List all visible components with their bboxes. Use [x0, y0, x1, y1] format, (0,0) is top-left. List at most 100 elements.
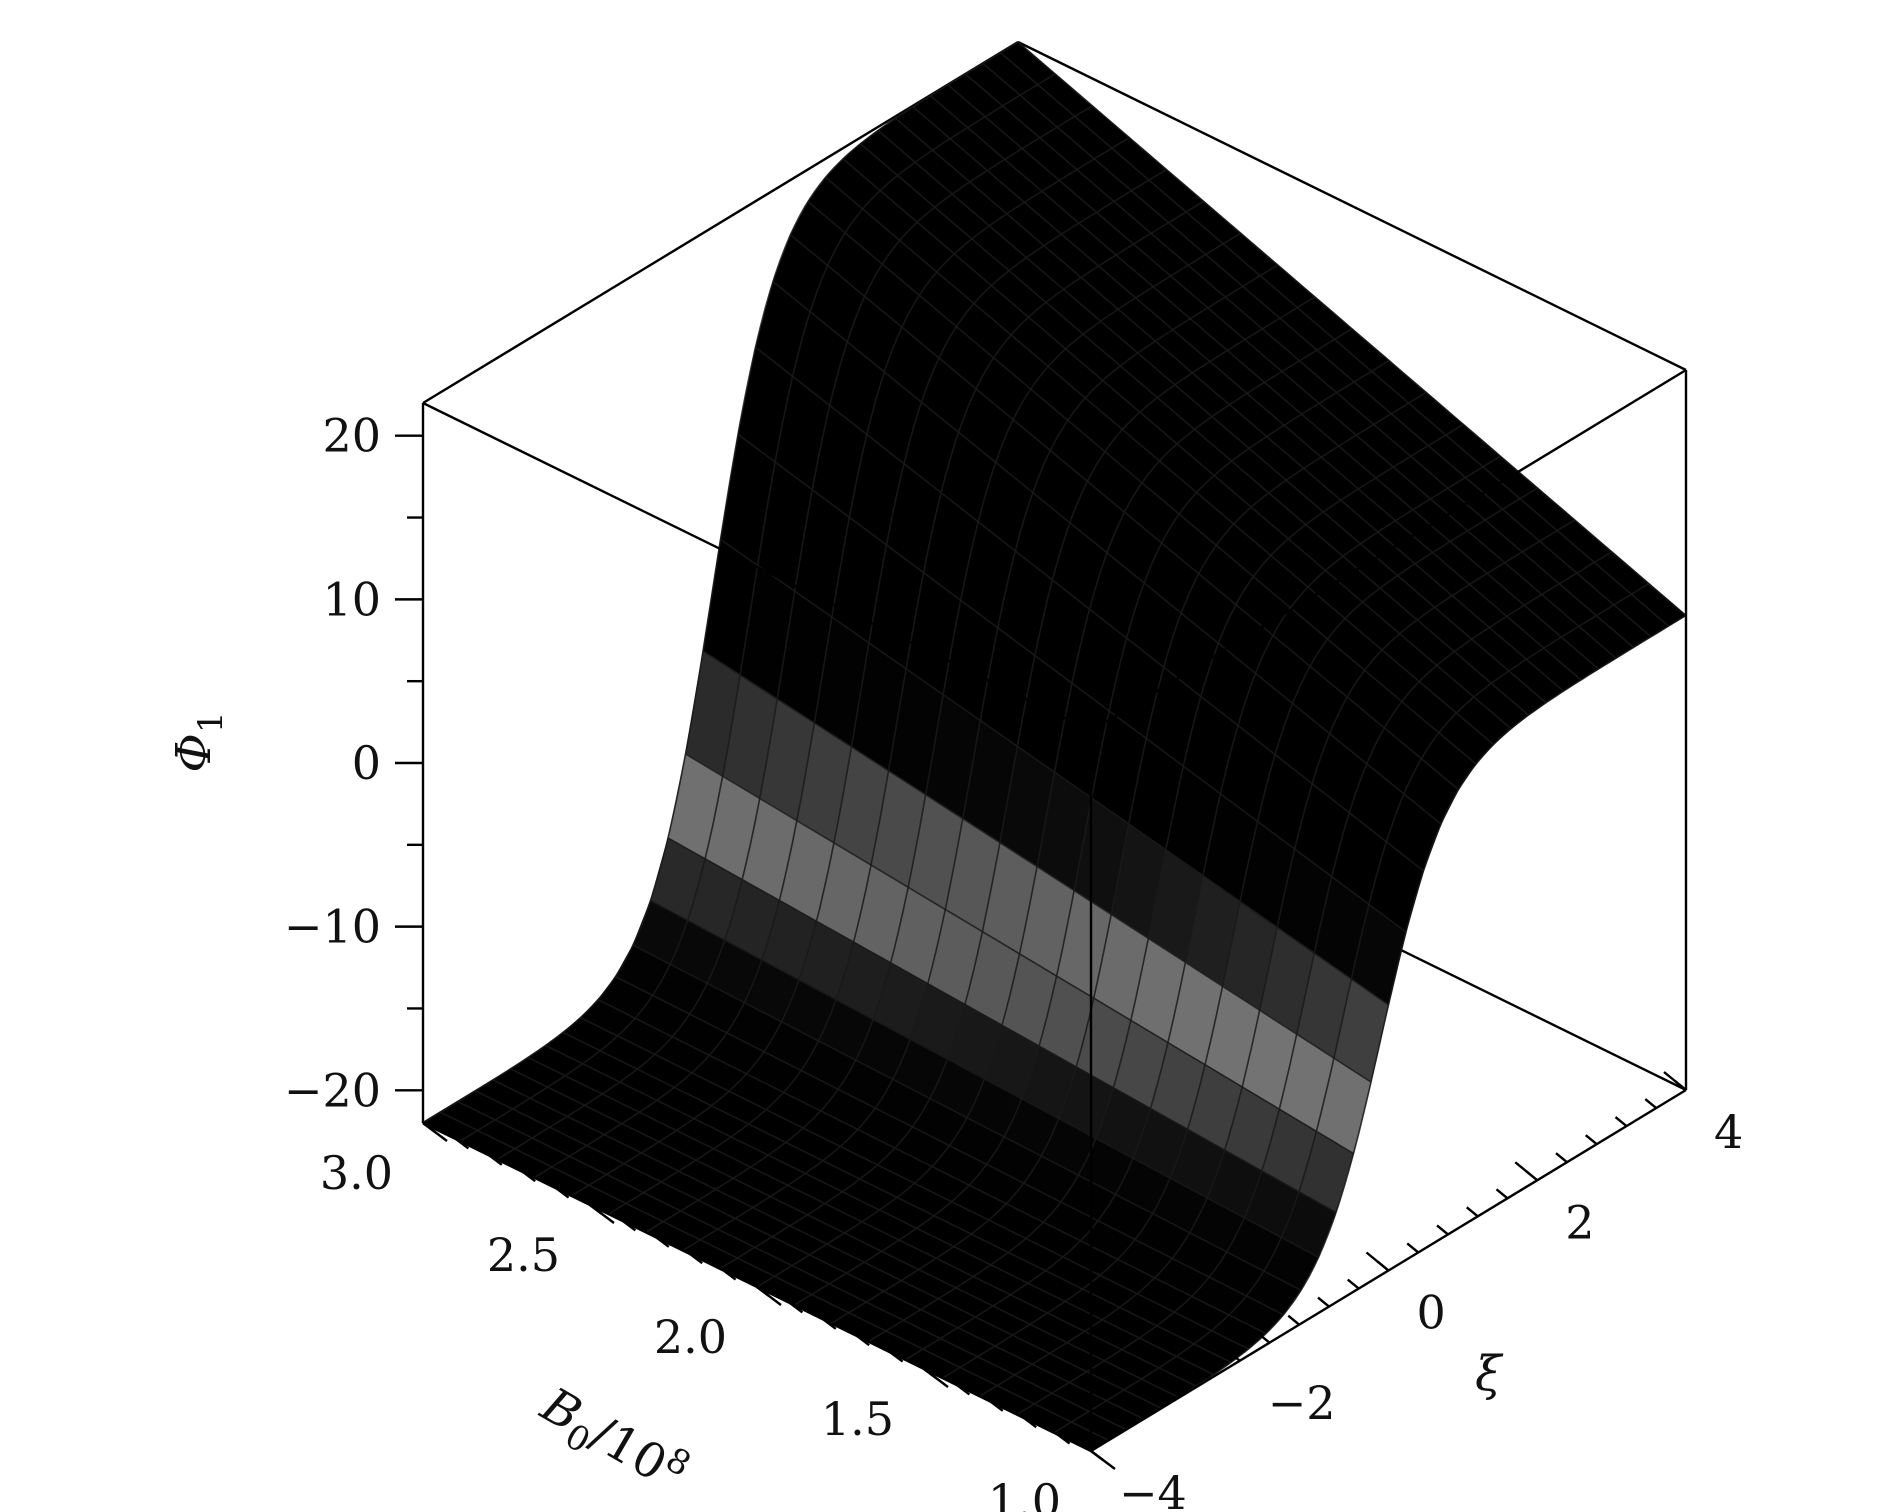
b-minor-tick [990, 1400, 1004, 1412]
b-minor-tick [923, 1368, 937, 1379]
grid-line-constant-xi [562, 1031, 1232, 1364]
grid-line-constant-xi [894, 117, 1565, 692]
z-tick-label: 10 [322, 572, 381, 626]
xi-tick-label: 0 [1417, 1286, 1446, 1340]
xi-minor-tick [1168, 1386, 1182, 1398]
b-minor-tick [789, 1302, 804, 1314]
grid-line-constant-xi [964, 73, 1635, 649]
xi-minor-tick [1644, 1098, 1658, 1109]
grid-line-constant-xi [457, 1100, 1127, 1431]
grid-line-constant-xi [755, 346, 1424, 872]
grid-line-constant-xi [807, 200, 1477, 765]
b-minor-tick [1056, 1433, 1071, 1445]
xi-tick-label: −4 [1119, 1466, 1187, 1512]
xi-axis-title: ξ [1475, 1346, 1504, 1402]
b-minor-tick [489, 1154, 503, 1166]
grid-line-constant-xi [510, 1068, 1179, 1398]
b-minor-tick [522, 1171, 536, 1183]
grid-line-constant-xi [667, 837, 1337, 1214]
z-axis-title-subscript: 1 [191, 712, 231, 734]
b-tick-label: 1.0 [988, 1474, 1061, 1512]
surface-mesh [422, 41, 1687, 1452]
xi-tick-label: −2 [1268, 1376, 1336, 1430]
xi-minor-tick [1674, 1080, 1687, 1091]
xi-minor-tick [1495, 1188, 1509, 1200]
z-tick-label: −20 [284, 1063, 381, 1117]
grid-line-constant-xi [772, 280, 1442, 825]
grid-line-constant-xi [492, 1079, 1162, 1409]
b-minor-tick [722, 1269, 737, 1281]
box-edge [1090, 368, 1687, 733]
grid-line-constant-xi [702, 650, 1372, 1083]
xi-minor-tick [1227, 1350, 1241, 1362]
b-minor-tick [856, 1335, 870, 1347]
xi-minor-tick [1257, 1332, 1271, 1344]
z-tick-label: 20 [322, 409, 381, 463]
xi-minor-tick [1079, 1441, 1092, 1452]
b-tick-label: 2.0 [654, 1310, 727, 1364]
grid-line-constant-xi [824, 176, 1495, 746]
xi-minor-tick [1346, 1278, 1360, 1290]
b-minor-tick [889, 1351, 904, 1363]
b-tick-label: 2.5 [487, 1228, 560, 1282]
box-edge [1017, 40, 1687, 372]
b-minor-tick [1090, 1450, 1104, 1461]
box-edge [422, 401, 1092, 733]
grid-line-constant-xi [475, 1090, 1144, 1420]
grid-line-constant-xi [737, 433, 1407, 933]
xi-minor-tick [1614, 1116, 1628, 1128]
grid-line-constant-xi [859, 143, 1530, 716]
b-minor-tick [689, 1253, 703, 1265]
xi-minor-tick [1138, 1404, 1152, 1416]
xi-minor-tick [1436, 1224, 1449, 1236]
z-axis-title: Φ1 [166, 712, 231, 773]
xi-minor-tick [1317, 1296, 1330, 1308]
b-minor-tick [455, 1138, 470, 1150]
grid-line-constant-xi [545, 1044, 1214, 1376]
axis-ticks [395, 434, 1687, 1470]
xi-minor-tick [1465, 1206, 1479, 1218]
b-tick-label: 3.0 [320, 1146, 393, 1200]
grid-line-constant-xi [947, 84, 1617, 659]
xi-minor-tick [1198, 1368, 1211, 1380]
grid-line-constant-xi [842, 158, 1512, 730]
xi-minor-tick [1376, 1260, 1390, 1272]
b-minor-tick [589, 1204, 603, 1215]
grid-line-constant-xi [1017, 41, 1687, 617]
grid-line-constant-xi [982, 62, 1652, 638]
grid-line-constant-xi [877, 129, 1547, 704]
b-axis-title: B0/108 [527, 1372, 698, 1511]
b-minor-tick [1023, 1417, 1037, 1429]
xi-tick-label: 4 [1714, 1105, 1743, 1159]
b-minor-tick [555, 1187, 570, 1199]
grid-line-constant-xi [720, 538, 1389, 1006]
b-minor-tick [956, 1384, 971, 1396]
grid-line-constant-xi [580, 1016, 1249, 1350]
grid-line-constant-xi [929, 95, 1600, 670]
xi-minor-tick [1287, 1314, 1301, 1326]
grid-line-constant-xi [650, 899, 1319, 1259]
grid-line-constant-xi [597, 998, 1267, 1335]
grid-line-constant-xi [912, 106, 1582, 681]
grid-line-constant-xi [632, 944, 1302, 1292]
grid-line-constant-xi [789, 234, 1460, 791]
grid-line-constant-xi [999, 52, 1670, 627]
xi-minor-tick [1406, 1242, 1420, 1254]
b-axis-title-suffix: /10 [581, 1405, 676, 1492]
xi-minor-tick [1555, 1152, 1568, 1164]
grid-line-constant-xi [440, 1111, 1109, 1442]
xi-minor-tick [1108, 1423, 1122, 1434]
xi-tick-label: 2 [1565, 1195, 1594, 1249]
grid-line-constant-xi [685, 753, 1354, 1155]
grid-line-constant-xi [527, 1056, 1197, 1387]
xi-minor-tick [1584, 1134, 1598, 1146]
z-tick-label: 0 [352, 736, 381, 790]
z-tick-label: −10 [284, 900, 381, 954]
b-minor-tick [422, 1122, 436, 1133]
b-minor-tick [823, 1318, 837, 1330]
b-minor-tick [622, 1220, 637, 1232]
b-minor-tick [656, 1236, 670, 1248]
grid-line-constant-xi [615, 975, 1284, 1316]
